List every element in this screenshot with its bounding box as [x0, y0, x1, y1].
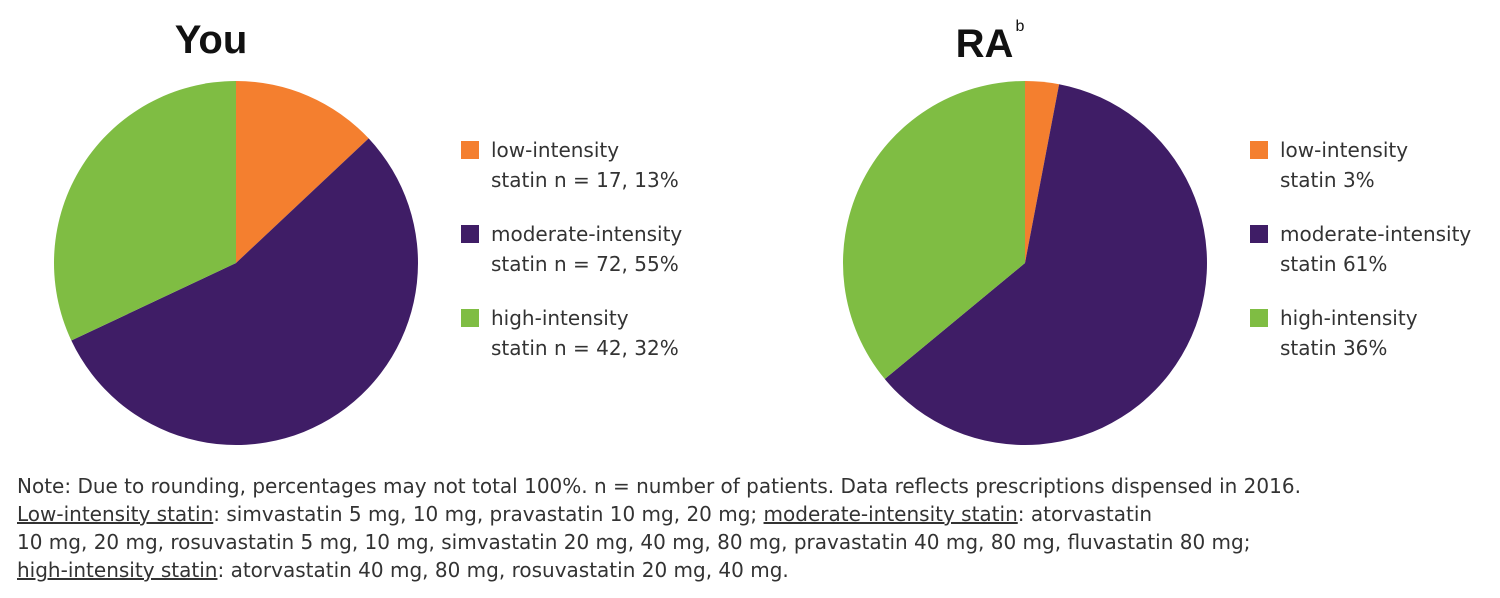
legend-label: high-intensity statin	[1280, 306, 1418, 360]
legend-label: low-intensity statin	[491, 138, 620, 192]
legend-swatch	[461, 141, 479, 159]
pie-slice	[236, 81, 369, 263]
legend-item: low-intensity statin 3%	[1250, 135, 1500, 195]
note: Note: Due to rounding, percentages may n…	[17, 472, 1301, 584]
legend-label: low-intensity statin	[1280, 138, 1409, 192]
pie-slice	[71, 138, 418, 446]
value-label: 36%	[1342, 336, 1388, 360]
note-text: 10 mg, 20 mg, rosuvastatin 5 mg, 10 mg, …	[17, 530, 1251, 554]
legend-swatch	[461, 225, 479, 243]
legend-item: moderate-intensity statin n = 72, 55%	[461, 219, 751, 279]
chart-title: You	[175, 18, 248, 63]
note-text: Note: Due to rounding, percentages may n…	[17, 474, 1301, 498]
legend-item: low-intensity statin n = 17, 13%	[461, 135, 751, 195]
value-label: 61%	[1342, 252, 1388, 276]
legend-item: moderate-intensity statin 61%	[1250, 219, 1500, 279]
note-text: : atorvastatin	[1017, 502, 1153, 526]
chart-title: RA b	[956, 18, 1025, 67]
value-label: 3%	[1342, 168, 1375, 192]
legend-label: moderate-intensity statin	[1280, 222, 1472, 276]
value-label: n = 17, 13%	[553, 168, 679, 192]
note-line: Note: Due to rounding, percentages may n…	[17, 472, 1301, 500]
pie-slice	[1025, 81, 1060, 263]
legend-item: high-intensity statin 36%	[1250, 303, 1500, 363]
legend-swatch	[1250, 141, 1268, 159]
title-text: You	[174, 18, 248, 62]
note-link-text: moderate-intensity statin	[763, 502, 1018, 526]
note-line: Low-intensity statin: simvastatin 5 mg, …	[17, 500, 1301, 528]
legend-label: high-intensity statin	[491, 306, 629, 360]
value-label: n = 42, 32%	[553, 336, 679, 360]
title-text: RA	[955, 22, 1014, 66]
legend-item: high-intensity statin n = 42, 32%	[461, 303, 751, 363]
legend-swatch	[461, 309, 479, 327]
note-text: : simvastatin 5 mg, 10 mg, pravastatin 1…	[213, 502, 764, 526]
pie-slice	[884, 84, 1207, 445]
note-link-text: Low-intensity statin	[17, 502, 214, 526]
legend-swatch	[1250, 225, 1268, 243]
note-line: high-intensity statin: atorvastatin 40 m…	[17, 556, 1301, 584]
legend-label: moderate-intensity statin	[491, 222, 683, 276]
value-label: n = 72, 55%	[553, 252, 679, 276]
note-link-text: high-intensity statin	[17, 558, 218, 582]
note-line: 10 mg, 20 mg, rosuvastatin 5 mg, 10 mg, …	[17, 528, 1301, 556]
legend-swatch	[1250, 309, 1268, 327]
pie-slice	[843, 81, 1025, 380]
note-text: : atorvastatin 40 mg, 80 mg, rosuvastati…	[217, 558, 789, 582]
title-superscript: b	[1015, 18, 1025, 35]
pie-slice	[53, 81, 236, 341]
